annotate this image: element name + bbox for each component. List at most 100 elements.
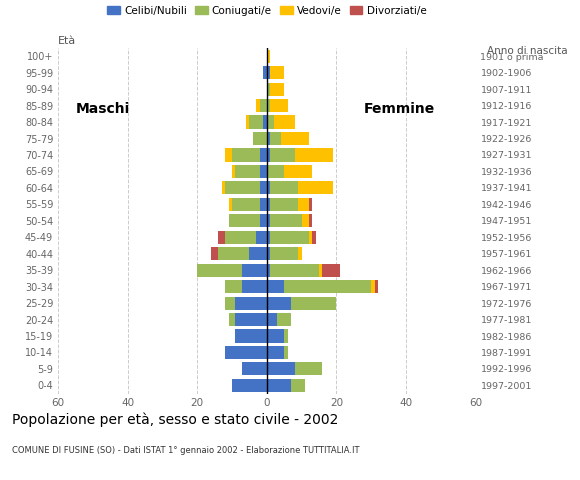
Bar	[218, 247, 249, 260]
Text: Popolazione per età, sesso e stato civile - 2002: Popolazione per età, sesso e stato civil…	[12, 413, 338, 427]
Bar	[256, 99, 260, 112]
Bar	[291, 297, 336, 310]
Bar	[267, 346, 284, 359]
Bar	[242, 264, 267, 277]
Bar	[375, 280, 378, 293]
Bar	[267, 231, 270, 244]
Bar	[260, 99, 267, 112]
Bar	[267, 362, 295, 375]
Bar	[302, 214, 309, 228]
Bar	[225, 346, 267, 359]
Text: Maschi: Maschi	[75, 102, 130, 116]
Bar	[277, 313, 291, 326]
Bar	[267, 329, 284, 343]
Bar	[371, 280, 375, 293]
Bar	[267, 83, 270, 96]
Bar	[211, 247, 218, 260]
Text: COMUNE DI FUSINE (SO) - Dati ISTAT 1° gennaio 2002 - Elaborazione TUTTITALIA.IT: COMUNE DI FUSINE (SO) - Dati ISTAT 1° ge…	[12, 446, 359, 456]
Text: Anno di nascita: Anno di nascita	[487, 46, 568, 56]
Bar	[242, 362, 267, 375]
Bar	[270, 198, 298, 211]
Bar	[309, 198, 312, 211]
Bar	[267, 280, 284, 293]
Bar	[246, 116, 249, 129]
Bar	[267, 116, 274, 129]
Bar	[232, 165, 235, 178]
Bar	[222, 181, 225, 194]
Bar	[260, 198, 267, 211]
Bar	[218, 231, 225, 244]
Bar	[232, 379, 267, 392]
Bar	[235, 165, 260, 178]
Bar	[291, 379, 305, 392]
Bar	[232, 148, 260, 162]
Bar	[260, 165, 267, 178]
Bar	[284, 165, 312, 178]
Bar	[267, 99, 270, 112]
Bar	[267, 181, 270, 194]
Bar	[319, 264, 322, 277]
Bar	[267, 264, 270, 277]
Bar	[249, 247, 267, 260]
Text: Età: Età	[58, 36, 76, 47]
Bar	[225, 181, 260, 194]
Bar	[267, 66, 270, 79]
Text: Femmine: Femmine	[364, 102, 436, 116]
Bar	[298, 198, 309, 211]
Bar	[256, 231, 267, 244]
Bar	[295, 148, 333, 162]
Bar	[267, 297, 291, 310]
Bar	[232, 198, 260, 211]
Bar	[274, 116, 295, 129]
Bar	[281, 132, 309, 145]
Bar	[263, 116, 267, 129]
Bar	[225, 297, 235, 310]
Bar	[260, 181, 267, 194]
Bar	[270, 181, 298, 194]
Bar	[235, 297, 267, 310]
Bar	[267, 247, 270, 260]
Bar	[270, 247, 298, 260]
Bar	[270, 99, 288, 112]
Bar	[229, 214, 260, 228]
Bar	[267, 313, 277, 326]
Bar	[229, 313, 235, 326]
Bar	[235, 329, 267, 343]
Bar	[298, 247, 302, 260]
Bar	[284, 346, 288, 359]
Bar	[267, 132, 270, 145]
Bar	[225, 148, 232, 162]
Bar	[312, 231, 316, 244]
Bar	[267, 49, 270, 63]
Bar	[242, 280, 267, 293]
Bar	[267, 148, 270, 162]
Bar	[225, 280, 242, 293]
Bar	[263, 66, 267, 79]
Bar	[260, 148, 267, 162]
Bar	[284, 280, 371, 293]
Bar	[267, 214, 270, 228]
Bar	[253, 132, 267, 145]
Bar	[270, 66, 284, 79]
Bar	[229, 198, 232, 211]
Bar	[197, 264, 242, 277]
Bar	[267, 379, 291, 392]
Legend: Celibi/Nubili, Coniugati/e, Vedovi/e, Divorziati/e: Celibi/Nubili, Coniugati/e, Vedovi/e, Di…	[103, 1, 430, 20]
Bar	[284, 329, 288, 343]
Bar	[270, 214, 302, 228]
Bar	[270, 148, 295, 162]
Bar	[249, 116, 263, 129]
Bar	[322, 264, 340, 277]
Bar	[235, 313, 267, 326]
Bar	[267, 165, 284, 178]
Bar	[260, 214, 267, 228]
Bar	[295, 362, 322, 375]
Bar	[225, 231, 256, 244]
Bar	[270, 231, 309, 244]
Bar	[267, 198, 270, 211]
Bar	[309, 231, 312, 244]
Bar	[270, 264, 319, 277]
Bar	[298, 181, 333, 194]
Bar	[309, 214, 312, 228]
Bar	[270, 83, 284, 96]
